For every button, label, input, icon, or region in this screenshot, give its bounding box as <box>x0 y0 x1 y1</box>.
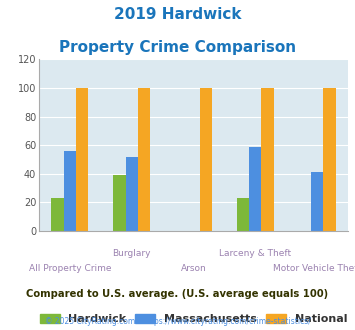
Bar <box>311 172 323 231</box>
Bar <box>126 157 138 231</box>
Bar <box>138 88 150 231</box>
Text: All Property Crime: All Property Crime <box>29 264 111 273</box>
Text: Larceny & Theft: Larceny & Theft <box>219 249 291 258</box>
Text: 2019 Hardwick: 2019 Hardwick <box>114 7 241 21</box>
Text: Arson: Arson <box>181 264 206 273</box>
Bar <box>323 88 335 231</box>
Bar <box>113 175 126 231</box>
Bar <box>237 198 249 231</box>
Text: © 2025 CityRating.com - https://www.cityrating.com/crime-statistics/: © 2025 CityRating.com - https://www.city… <box>45 317 310 326</box>
Text: Compared to U.S. average. (U.S. average equals 100): Compared to U.S. average. (U.S. average … <box>26 289 329 299</box>
Bar <box>249 147 261 231</box>
Bar <box>76 88 88 231</box>
Bar <box>261 88 274 231</box>
Legend: Hardwick, Massachusetts, National: Hardwick, Massachusetts, National <box>36 310 351 327</box>
Bar <box>200 88 212 231</box>
Bar <box>64 151 76 231</box>
Bar <box>51 198 64 231</box>
Text: Motor Vehicle Theft: Motor Vehicle Theft <box>273 264 355 273</box>
Text: Burglary: Burglary <box>113 249 151 258</box>
Text: Property Crime Comparison: Property Crime Comparison <box>59 40 296 54</box>
